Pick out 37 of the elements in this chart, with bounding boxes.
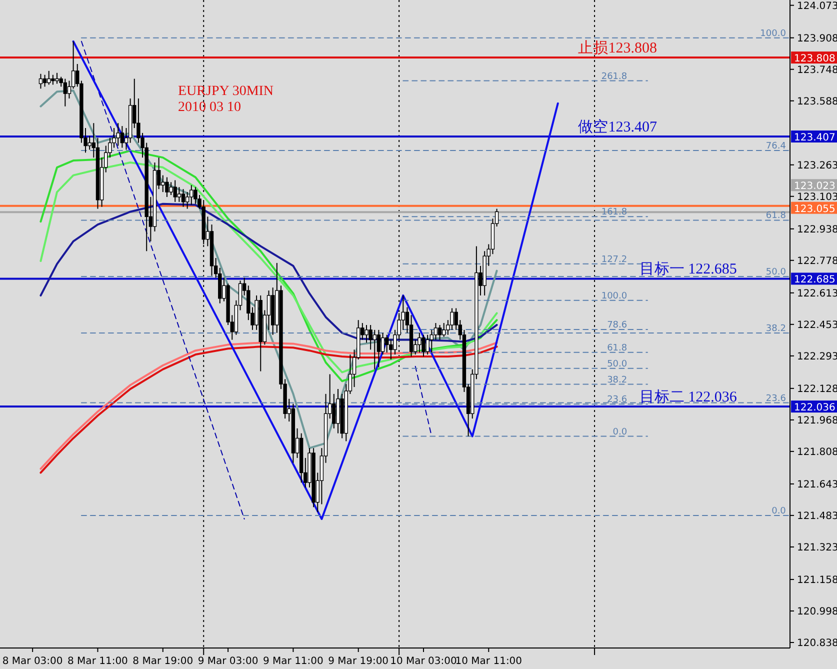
annotation: 23.6 xyxy=(766,394,786,404)
x-tick-label: 9 Mar 11:00 xyxy=(262,656,324,667)
annotation: 127.2 xyxy=(601,254,628,265)
annotation: 止损123.808 xyxy=(578,40,657,57)
x-tick-label: 9 Mar 19:00 xyxy=(328,656,389,667)
text: EURJPY 30MIN xyxy=(178,84,274,99)
ref-line-label: 122.036 xyxy=(794,402,836,414)
ref-line-label: 123.808 xyxy=(794,54,836,65)
annotation: 0.0 xyxy=(612,427,628,438)
annotation: 50.0 xyxy=(766,268,786,278)
annotation: 目标一 122.685 xyxy=(639,260,737,278)
annotation: 61.8 xyxy=(607,343,628,354)
annotation: 50.0 xyxy=(607,359,628,370)
annotation: 38.2 xyxy=(766,324,786,334)
annotation: 38.2 xyxy=(607,375,628,386)
x-tick-label: 10 Mar 03:00 xyxy=(390,656,457,667)
annotation: 61.8 xyxy=(766,211,786,222)
annotation: 78.6 xyxy=(607,320,628,331)
ref-line-label: 122.685 xyxy=(794,274,836,286)
text: 2010 03 10 xyxy=(178,100,241,115)
annotation: 161.8 xyxy=(601,208,628,218)
annotation: 261.8 xyxy=(601,72,628,82)
annotation: 0.0 xyxy=(772,506,786,516)
x-tick-label: 8 Mar 11:00 xyxy=(68,656,128,667)
x-tick-label: 10 Mar 11:00 xyxy=(455,656,522,667)
annotation: 100.0 xyxy=(760,28,786,39)
annotation: 100.0 xyxy=(601,291,628,302)
annotation: 76.4 xyxy=(766,141,786,152)
ref-line-label: 123.023 xyxy=(794,181,836,192)
x-tick-label: 9 Mar 03:00 xyxy=(198,656,258,667)
x-tick-label: 8 Mar 19:00 xyxy=(132,656,194,667)
annotation: 做空123.407 xyxy=(578,118,658,136)
x-tick-label: 8 Mar 03:00 xyxy=(2,656,63,667)
ref-line-label: 123.055 xyxy=(794,204,836,215)
annotation: 目标二 122.036 xyxy=(639,388,738,406)
ref-line-label: 123.407 xyxy=(794,132,836,144)
annotation: 23.6 xyxy=(607,395,628,406)
